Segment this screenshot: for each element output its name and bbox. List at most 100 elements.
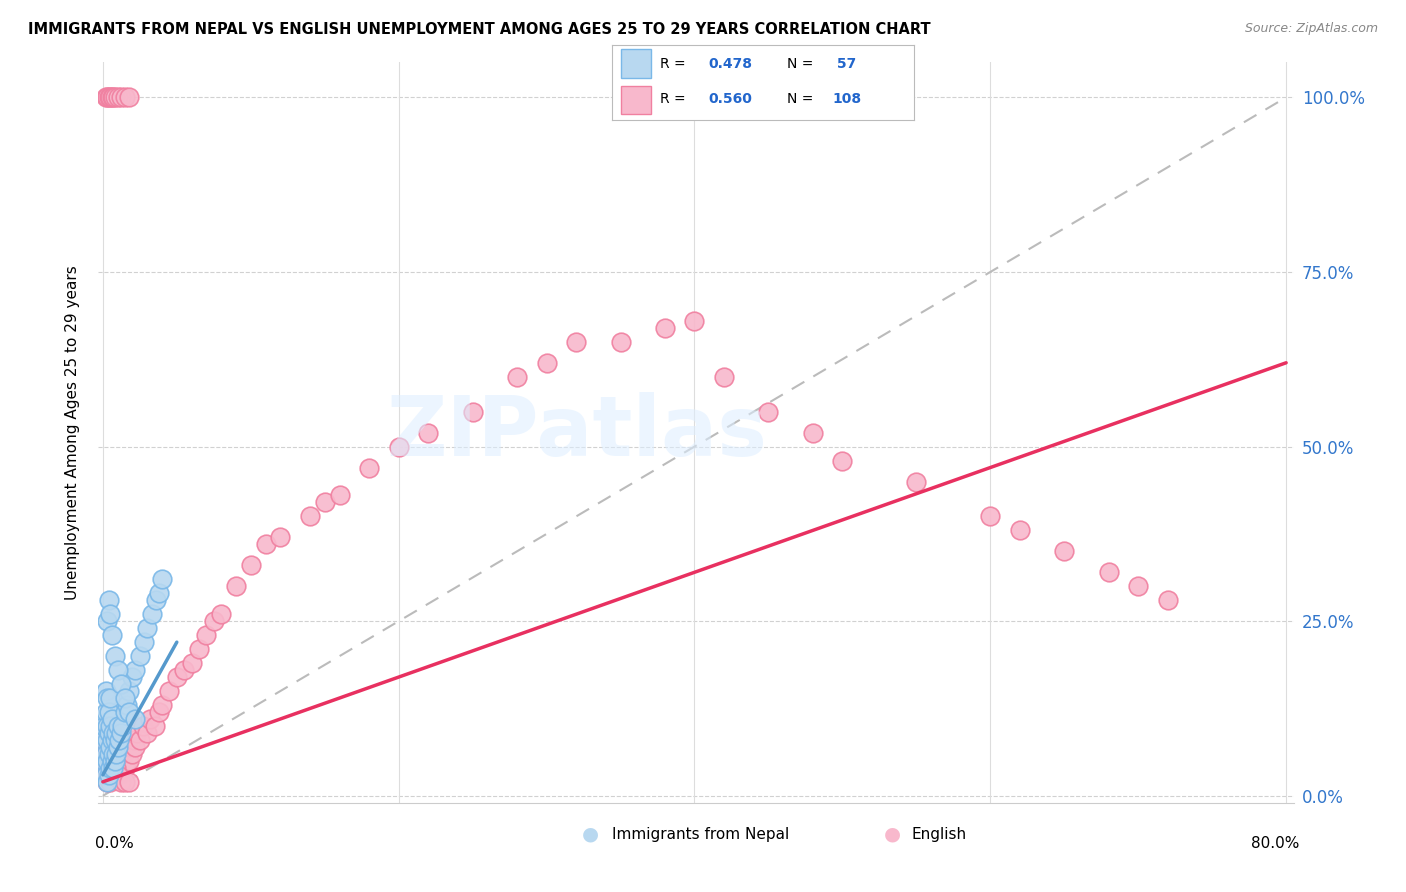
Point [269, 530, 291, 544]
Point [118, 90, 141, 104]
Point [202, 614, 225, 628]
Point [97, 705, 120, 719]
Point [254, 537, 277, 551]
Text: 80.0%: 80.0% [1251, 836, 1299, 851]
Point [107, 719, 129, 733]
Text: 0.478: 0.478 [709, 56, 752, 70]
Point [143, 719, 166, 733]
Point [122, 733, 145, 747]
Text: ●: ● [884, 824, 901, 844]
Point [110, 90, 132, 104]
Point [111, 754, 134, 768]
Point [114, 739, 136, 754]
Point [110, 726, 132, 740]
Point [98, 719, 121, 733]
Point [1157, 593, 1180, 607]
Point [115, 754, 138, 768]
Point [565, 334, 588, 349]
Point [139, 712, 162, 726]
Point [98, 733, 121, 747]
Point [1128, 579, 1150, 593]
Point [103, 90, 125, 104]
Point [148, 705, 170, 719]
Point [801, 425, 824, 440]
Point [98, 90, 121, 104]
Point [173, 663, 195, 677]
Point [125, 726, 148, 740]
Point [108, 733, 131, 747]
Point [298, 509, 321, 524]
Point [105, 761, 128, 775]
Point [314, 495, 336, 509]
Point [114, 691, 136, 706]
Point [141, 607, 163, 622]
Point [121, 670, 143, 684]
Point [97, 768, 120, 782]
Point [93, 719, 115, 733]
Point [136, 726, 159, 740]
Text: 0.560: 0.560 [709, 92, 752, 106]
Point [98, 739, 121, 754]
Text: R =: R = [659, 92, 690, 106]
Point [1098, 566, 1121, 580]
Point [103, 768, 125, 782]
Point [166, 670, 188, 684]
Point [112, 747, 135, 761]
Point [104, 649, 127, 664]
Point [94, 705, 117, 719]
Point [96, 719, 118, 733]
Point [107, 663, 129, 677]
Point [506, 369, 529, 384]
Point [110, 775, 132, 789]
Point [97, 726, 120, 740]
Point [105, 726, 128, 740]
Text: ZIPatlas: ZIPatlas [387, 392, 766, 473]
Point [150, 698, 173, 712]
Point [328, 488, 350, 502]
Point [359, 460, 381, 475]
Point [98, 607, 121, 622]
Point [96, 775, 118, 789]
Point [209, 607, 232, 622]
Point [136, 621, 159, 635]
Point [124, 663, 146, 677]
Point [121, 747, 143, 761]
Point [98, 761, 121, 775]
Point [103, 761, 125, 775]
Point [115, 698, 138, 712]
Point [97, 726, 120, 740]
Text: N =: N = [787, 92, 818, 106]
Point [104, 754, 127, 768]
Point [105, 761, 128, 775]
Point [97, 747, 120, 761]
Point [609, 334, 631, 349]
Point [96, 614, 118, 628]
Point [114, 705, 136, 719]
Point [195, 628, 218, 642]
Point [114, 90, 136, 104]
Point [110, 761, 132, 775]
Point [128, 649, 150, 664]
Point [107, 768, 129, 782]
Point [100, 739, 122, 754]
Point [93, 739, 115, 754]
Point [94, 768, 117, 782]
Point [145, 593, 167, 607]
Point [713, 369, 735, 384]
Point [94, 733, 117, 747]
Point [114, 761, 136, 775]
Point [683, 314, 706, 328]
Point [103, 747, 125, 761]
Point [105, 747, 128, 761]
Point [103, 747, 125, 761]
Text: 57: 57 [832, 56, 856, 70]
Point [654, 321, 676, 335]
Point [148, 586, 170, 600]
Point [98, 761, 121, 775]
Point [461, 405, 484, 419]
Point [100, 754, 122, 768]
Point [97, 90, 120, 104]
Point [97, 747, 120, 761]
Point [100, 733, 122, 747]
Point [124, 712, 146, 726]
